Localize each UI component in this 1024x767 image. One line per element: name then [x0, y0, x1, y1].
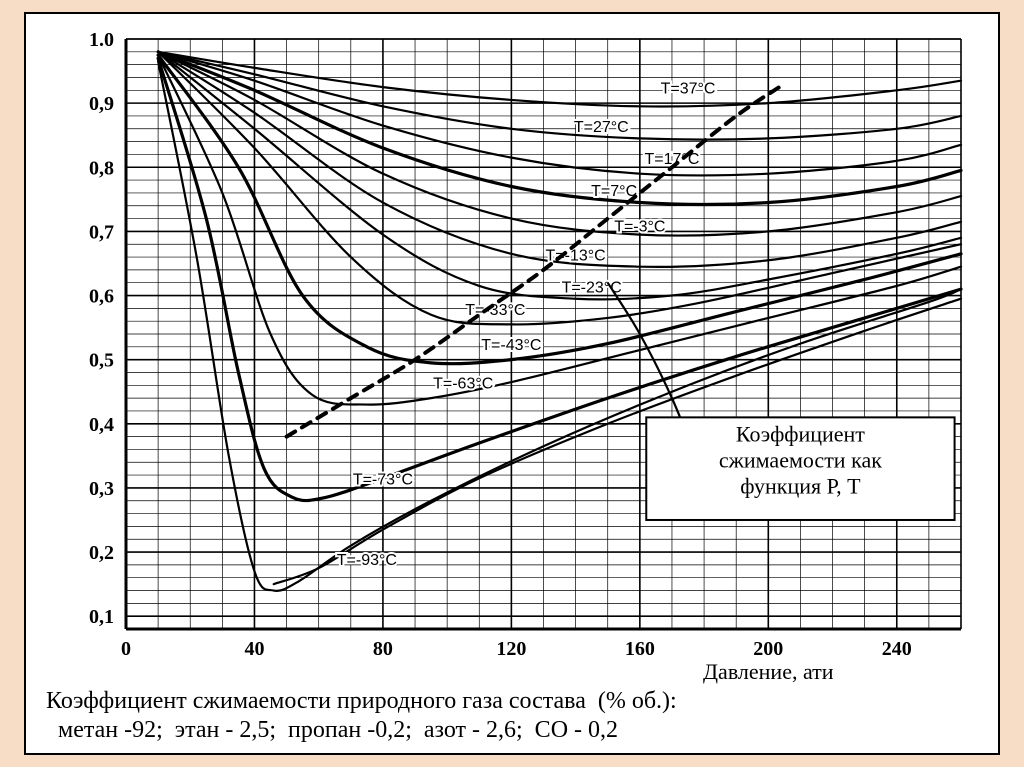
caption-line-2: метан -92; этан - 2,5; пропан -0,2; азот…	[46, 717, 618, 743]
svg-text:T=7°C: T=7°C	[591, 183, 637, 200]
svg-text:0,6: 0,6	[89, 286, 114, 308]
svg-text:T=-3°C: T=-3°C	[614, 218, 665, 235]
svg-text:0,1: 0,1	[89, 606, 114, 628]
svg-text:T=37°C: T=37°C	[661, 81, 716, 98]
svg-text:80: 80	[373, 638, 393, 660]
svg-text:200: 200	[753, 638, 783, 660]
svg-text:T=-73°C: T=-73°C	[353, 472, 413, 489]
svg-text:0,7: 0,7	[89, 221, 114, 243]
svg-text:T=-63°C: T=-63°C	[433, 376, 493, 393]
svg-text:T=27°C: T=27°C	[574, 119, 629, 136]
svg-text:0,5: 0,5	[89, 350, 114, 372]
svg-text:0: 0	[121, 638, 131, 660]
chart-caption: Коэффициент сжимаемости природного газа …	[46, 687, 677, 745]
svg-text:1.0: 1.0	[89, 29, 114, 51]
svg-text:0,8: 0,8	[89, 157, 114, 179]
svg-text:40: 40	[244, 638, 264, 660]
svg-text:Давление, ати: Давление, ати	[703, 659, 834, 684]
compressibility-chart: 0,1 0,2 0,3 0,4 0,5 0,6 0,7 0,8 0,9 1.0 0 40 80 120 16…	[36, 24, 976, 684]
svg-text:0,9: 0,9	[89, 93, 114, 115]
svg-text:0,3: 0,3	[89, 478, 114, 500]
caption-line-1: Коэффициент сжимаемости природного газа …	[46, 688, 677, 714]
svg-text:сжимаемости как: сжимаемости как	[719, 447, 882, 472]
svg-text:T=-23°C: T=-23°C	[562, 279, 622, 296]
svg-text:240: 240	[882, 638, 912, 660]
svg-text:Коэффициент: Коэффициент	[736, 421, 865, 446]
svg-text:0,2: 0,2	[89, 542, 114, 564]
svg-text:160: 160	[625, 638, 655, 660]
svg-text:T=-13°C: T=-13°C	[546, 247, 606, 264]
svg-text:120: 120	[496, 638, 526, 660]
svg-text:T=-93°C: T=-93°C	[337, 552, 397, 569]
svg-text:T=-43°C: T=-43°C	[481, 337, 541, 354]
svg-text:0,4: 0,4	[89, 414, 114, 436]
svg-text:функция Р, Т: функция Р, Т	[740, 473, 861, 498]
